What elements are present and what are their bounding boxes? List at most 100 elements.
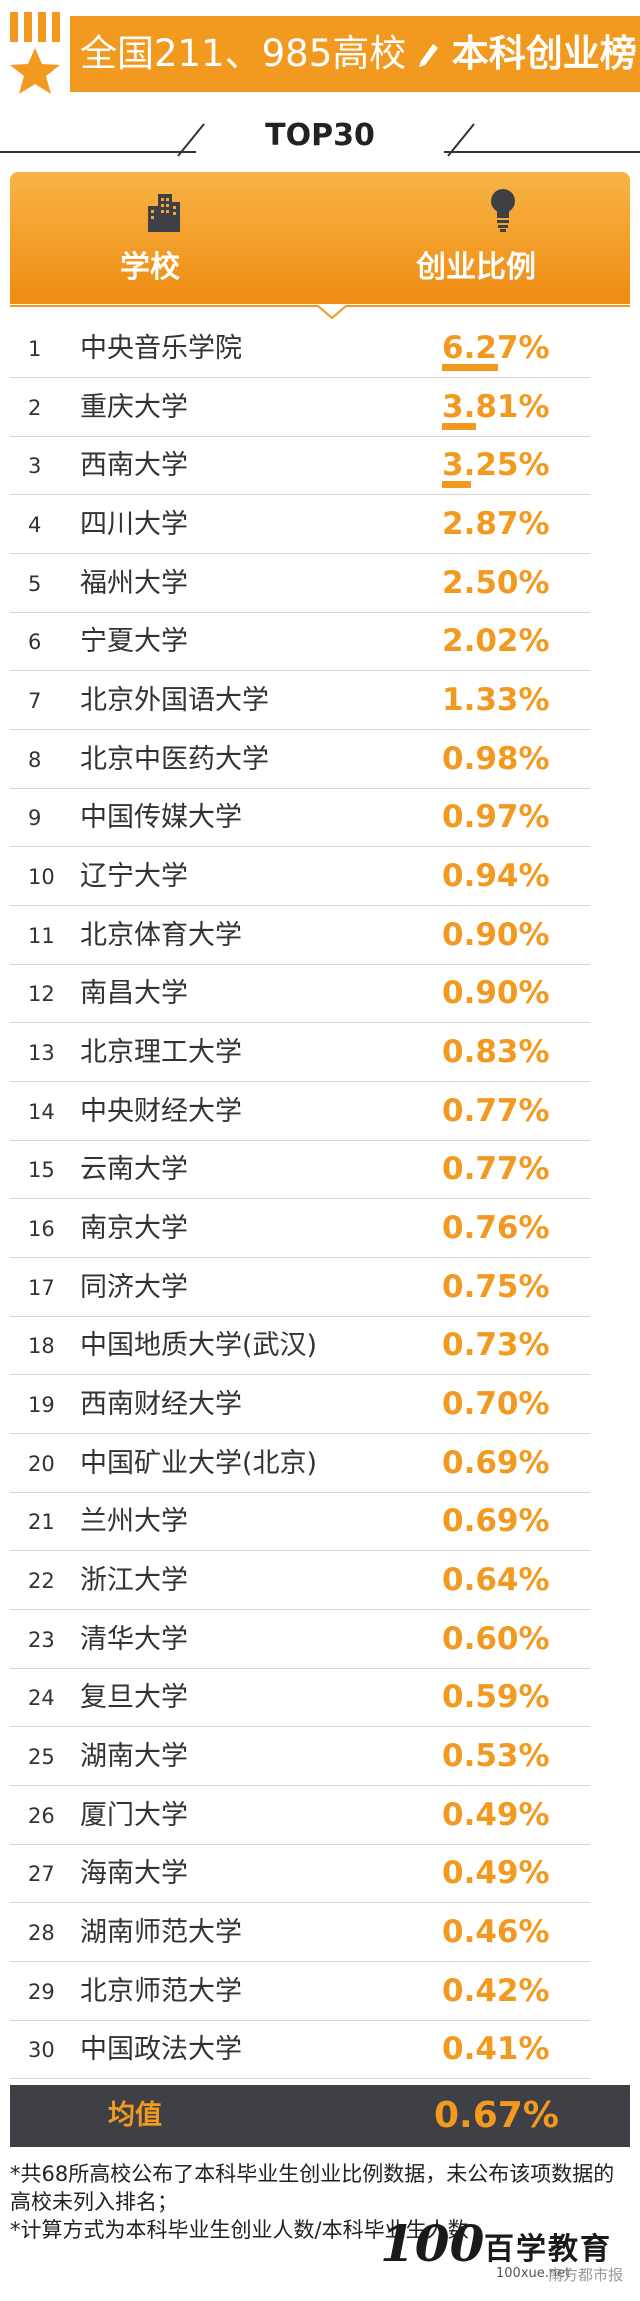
row-rank: 30: [28, 2038, 55, 2063]
table-row: 26 厦门大学 0.49%: [10, 1787, 630, 1846]
row-rank: 10: [28, 865, 55, 889]
row-divider: [10, 1609, 590, 1610]
row-divider: [10, 494, 590, 496]
table-row: 20 中国矿业大学(北京) 0.69%: [10, 1435, 630, 1494]
ranking-table: 1 中央音乐学院 6.27% 2 重庆大学 3.81% 3 西南大学 3.25% 4 四川大学 2.8…: [10, 320, 630, 2080]
row-school: 北京外国语大学: [80, 685, 269, 716]
row-school: 中央财经大学: [80, 1095, 242, 1127]
title-bar: [70, 16, 640, 92]
row-ratio: 0.73%: [442, 1327, 550, 1364]
row-divider: [10, 963, 590, 965]
row-rank: 14: [28, 1099, 55, 1124]
row-rank: 23: [28, 1627, 55, 1652]
row-rank: 8: [28, 747, 42, 772]
row-rank: 13: [28, 1041, 55, 1065]
row-school: 中国传媒大学: [80, 802, 242, 834]
row-school: 中国政法大学: [80, 2034, 242, 2066]
row-divider: [10, 1374, 590, 1376]
table-row: 28 湖南师范大学 0.46%: [10, 1904, 630, 1963]
row-divider: [10, 1139, 590, 1141]
title-part1: 全国211、985高校: [80, 32, 407, 75]
row-divider: [10, 2019, 590, 2021]
row-rank: 3: [28, 454, 42, 479]
row-divider: [10, 435, 590, 437]
row-ratio: 0.90%: [442, 916, 550, 953]
row-school: 同济大学: [80, 1271, 188, 1303]
row-ratio: 0.76%: [442, 1210, 550, 1246]
lightbulb-icon: [491, 189, 515, 232]
row-rank: 17: [28, 1275, 55, 1300]
row-divider: [10, 377, 590, 378]
row-rank: 22: [28, 1569, 55, 1593]
row-ratio: 2.50%: [442, 564, 550, 601]
row-school: 南京大学: [80, 1213, 188, 1244]
row-ratio-bar: [442, 481, 471, 489]
row-divider: [10, 553, 590, 554]
row-rank: 12: [28, 982, 55, 1007]
row-divider: [10, 1198, 590, 1200]
row-ratio: 0.94%: [442, 858, 550, 894]
row-school: 北京中医药大学: [80, 743, 269, 775]
row-divider: [10, 905, 590, 906]
row-school: 福州大学: [80, 567, 188, 599]
table-row: 12 南昌大学 0.90%: [10, 965, 630, 1024]
row-divider: [10, 1491, 590, 1493]
row-ratio: 0.98%: [442, 740, 550, 777]
table-row: 7 北京外国语大学 1.33%: [10, 672, 630, 731]
table-row: 17 同济大学 0.75%: [10, 1259, 630, 1318]
row-ratio: 0.46%: [442, 1914, 550, 1950]
header-notch: [10, 298, 630, 320]
row-school: 西南财经大学: [80, 1389, 242, 1420]
row-school: 复旦大学: [80, 1682, 188, 1714]
row-school: 四川大学: [80, 509, 188, 540]
row-rank: 21: [28, 1510, 55, 1535]
row-divider: [10, 670, 590, 672]
row-rank: 4: [28, 513, 42, 537]
row-ratio: 0.64%: [442, 1562, 550, 1598]
row-rank: 24: [28, 1686, 55, 1711]
table-row: 5 福州大学 2.50%: [10, 555, 630, 614]
row-rank: 9: [28, 806, 42, 831]
crown-star-icon: [10, 12, 60, 94]
table-header: 学校 创业比例: [10, 172, 630, 320]
row-ratio: 0.41%: [442, 2031, 550, 2068]
title-banner: 全国211、985高校 本科创业榜: [0, 0, 640, 108]
row-divider: [10, 846, 590, 848]
table-row: 27 海南大学 0.49%: [10, 1845, 630, 1904]
row-school: 重庆大学: [80, 391, 188, 423]
subtitle: TOP30: [265, 118, 375, 153]
row-school: 兰州大学: [80, 1506, 188, 1538]
row-rank: 11: [28, 923, 55, 948]
column-header-ratio: 创业比例: [416, 250, 536, 285]
row-rank: 1: [28, 337, 42, 361]
row-divider: [10, 1315, 590, 1317]
row-ratio-bar: [442, 422, 476, 430]
row-school: 湖南大学: [80, 1741, 188, 1772]
table-row: 29 北京师范大学 0.42%: [10, 1963, 630, 2022]
row-school: 云南大学: [80, 1154, 188, 1186]
footnotes: *共68所高校公布了本科毕业生创业比例数据，未公布该项数据的高校未列入排名； *…: [10, 2160, 630, 2244]
row-ratio: 0.77%: [442, 1092, 550, 1129]
row-ratio: 0.77%: [442, 1151, 550, 1188]
row-divider: [10, 1022, 590, 1024]
subtitle-lines: [0, 123, 640, 157]
average-row: 均值 0.67%: [10, 2085, 630, 2147]
row-divider: [10, 1433, 590, 1434]
table-row: 13 北京理工大学 0.83%: [10, 1024, 630, 1083]
row-rank: 2: [28, 395, 42, 420]
row-ratio: 0.83%: [442, 1034, 550, 1070]
row-ratio: 0.53%: [442, 1738, 550, 1774]
footnote-2: *计算方式为本科毕业生创业人数/本科毕业生人数: [10, 2218, 469, 2242]
watermark: 100 百学教育 100xue.net 南方都市报: [372, 2214, 640, 2301]
row-rank: 15: [28, 1158, 55, 1183]
average-value: 0.67%: [434, 2095, 559, 2136]
row-rank: 29: [28, 1979, 55, 2004]
row-school: 中央音乐学院: [80, 333, 242, 364]
table-row: 19 西南财经大学 0.70%: [10, 1376, 630, 1435]
buildings-icon: [148, 194, 180, 232]
table-row: 8 北京中医药大学 0.98%: [10, 731, 630, 790]
row-rank: 25: [28, 1745, 55, 1769]
row-rank: 6: [28, 630, 42, 655]
table-row: 14 中央财经大学 0.77%: [10, 1083, 630, 1142]
row-rank: 16: [28, 1217, 55, 1241]
